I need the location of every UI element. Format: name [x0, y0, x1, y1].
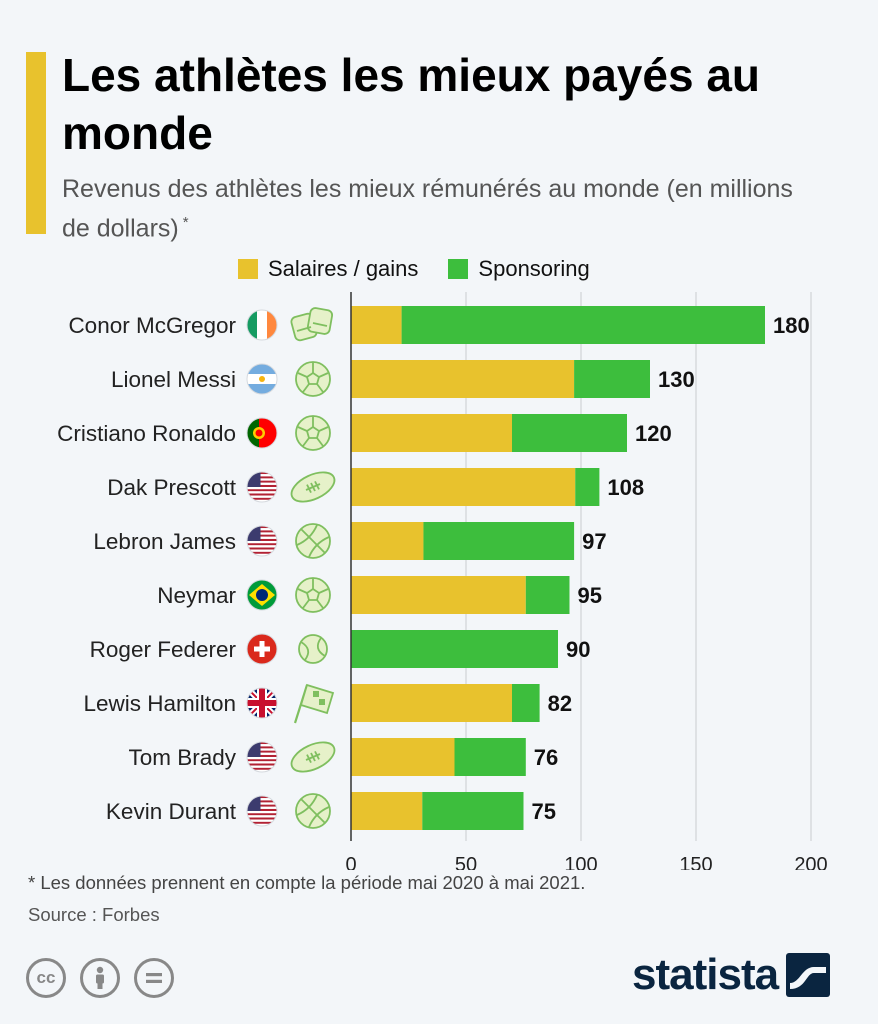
bar-sponsoring: [401, 306, 765, 344]
flag-argentina-icon: [246, 363, 278, 395]
subtitle-text: Revenus des athlètes les mieux rémunérés…: [62, 175, 793, 243]
footnote: * Les données prennent en compte la péri…: [28, 872, 586, 893]
bar-salary: [351, 738, 455, 776]
soccer-ball-icon: [295, 415, 331, 451]
flag-uk-icon: [246, 687, 278, 719]
accent-bar: [26, 52, 46, 234]
category-label: Conor McGregor: [68, 313, 236, 338]
flag-usa-icon: [246, 795, 278, 827]
category-label: Tom Brady: [128, 745, 236, 770]
bar-sponsoring: [423, 522, 575, 560]
bar-salary: [351, 306, 402, 344]
bar-salary: [351, 792, 423, 830]
x-tick-label: 200: [794, 854, 827, 870]
soccer-ball-icon: [295, 361, 331, 397]
data-label: 180: [773, 313, 810, 338]
statista-mark-icon: [786, 953, 831, 997]
bar-sponsoring: [575, 468, 600, 506]
source: Source : Forbes: [28, 904, 160, 925]
legend-swatch-sponsoring: [448, 259, 469, 279]
mma-gloves-icon: [290, 307, 334, 342]
flag-switzerland-icon: [246, 633, 278, 665]
data-label: 76: [534, 745, 558, 770]
category-label: Roger Federer: [90, 637, 237, 662]
bar-salary: [351, 522, 424, 560]
data-label: 108: [607, 475, 644, 500]
x-tick-label: 50: [455, 854, 477, 870]
flag-brazil-icon: [246, 579, 278, 611]
flag-usa-icon: [246, 471, 278, 503]
x-tick-label: 150: [679, 854, 712, 870]
soccer-ball-icon: [295, 577, 331, 613]
basketball-icon: [295, 793, 331, 829]
category-label: Neymar: [157, 583, 236, 608]
football-icon: [290, 471, 336, 503]
flag-usa-icon: [246, 525, 278, 557]
bar-sponsoring: [512, 684, 540, 722]
legend-label-sponsoring: Sponsoring: [478, 256, 590, 281]
bar-sponsoring: [525, 576, 570, 614]
data-label: 95: [578, 583, 602, 608]
flag-ireland-icon: [246, 309, 278, 341]
bar-salary: [351, 576, 526, 614]
license-icons: cc: [26, 958, 188, 998]
data-label: 120: [635, 421, 672, 446]
category-label: Dak Prescott: [107, 475, 237, 500]
data-label: 97: [582, 529, 606, 554]
bar-sponsoring: [454, 738, 526, 776]
basketball-icon: [295, 523, 331, 559]
legend-item-sponsoring: Sponsoring: [448, 256, 590, 282]
bar-sponsoring: [512, 414, 627, 452]
data-label: 90: [566, 637, 590, 662]
statista-logo[interactable]: statista: [632, 950, 831, 1000]
category-label: Lionel Messi: [111, 367, 236, 392]
racing-flag-icon: [293, 683, 335, 724]
legend-swatch-salary: [238, 259, 258, 279]
category-label: Lebron James: [93, 529, 236, 554]
flag-portugal-icon: [246, 417, 278, 449]
bar-chart: 180 Conor McGregor 130 Lionel Messi 120 Crist…: [57, 292, 828, 870]
bar-sponsoring: [351, 630, 558, 668]
bar-salary: [351, 684, 512, 722]
legend-label-salary: Salaires / gains: [268, 256, 419, 281]
nd-equals-icon[interactable]: [134, 958, 174, 998]
football-icon: [290, 741, 336, 773]
chart-subtitle: Revenus des athlètes les mieux rémunérés…: [62, 172, 822, 245]
bar-sponsoring: [422, 792, 524, 830]
bar-sponsoring: [574, 360, 650, 398]
category-label: Cristiano Ronaldo: [57, 421, 236, 446]
x-tick-label: 100: [564, 854, 597, 870]
chart-legend: Salaires / gains Sponsoring: [238, 256, 620, 282]
bar-salary: [351, 414, 512, 452]
bar-salary: [351, 360, 575, 398]
data-label: 82: [548, 691, 572, 716]
category-label: Kevin Durant: [106, 799, 237, 824]
legend-item-salary: Salaires / gains: [238, 256, 418, 282]
flag-usa-icon: [246, 741, 278, 773]
cc-icon[interactable]: cc: [26, 958, 66, 998]
data-label: 130: [658, 367, 695, 392]
brand-name: statista: [632, 950, 779, 999]
bar-salary: [351, 468, 576, 506]
tennis-ball-icon: [298, 634, 328, 664]
data-label: 75: [532, 799, 556, 824]
x-tick-label: 0: [345, 854, 356, 870]
subtitle-footnote-mark: *: [182, 214, 189, 231]
category-label: Lewis Hamilton: [83, 691, 236, 716]
chart-title: Les athlètes les mieux payés au monde: [62, 49, 761, 159]
by-person-icon[interactable]: [80, 958, 120, 998]
